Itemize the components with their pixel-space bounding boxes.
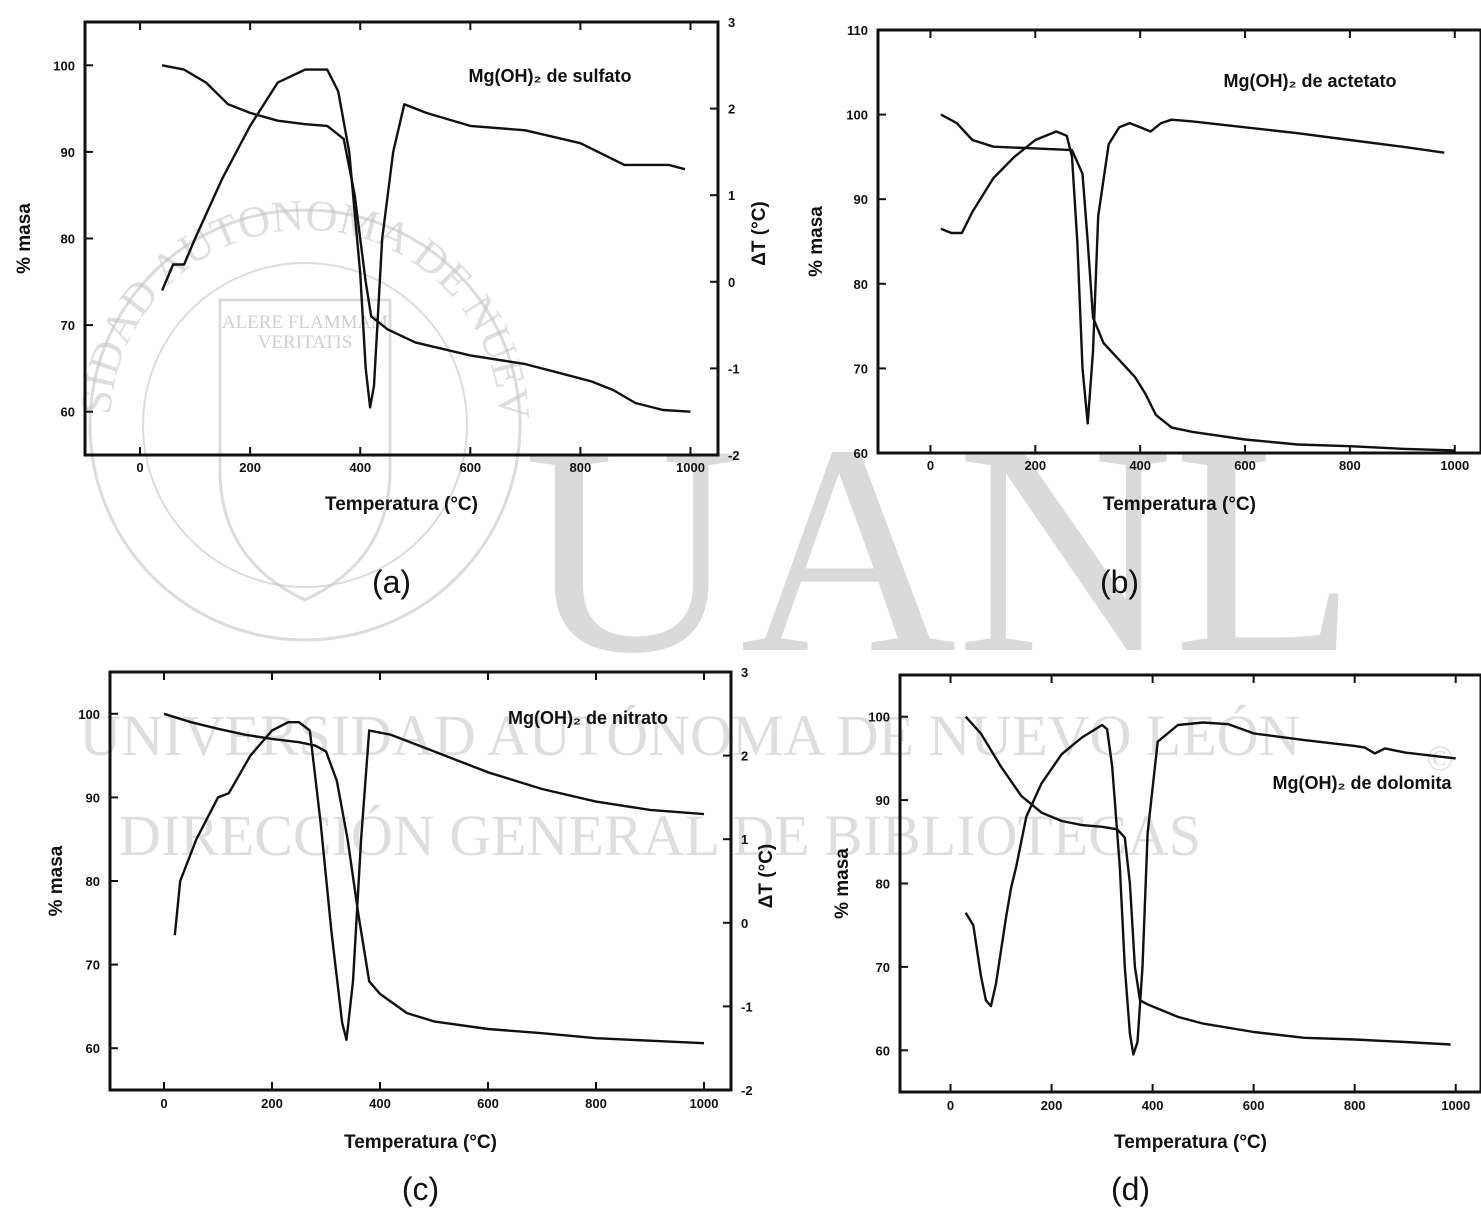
seal-motto-2: VERITATIS <box>258 332 353 353</box>
chart-panel: 0 200 400 600 800 1000 60 70 80 90 100 110 Mg(OH)₂ d… <box>806 23 1481 600</box>
y2-tick-label: 1 <box>741 832 748 847</box>
x-tick-label: 200 <box>1041 1098 1063 1113</box>
x-tick-label: 400 <box>349 460 371 475</box>
y2-tick-label: 3 <box>741 665 748 680</box>
y2-tick-label: 0 <box>728 275 735 290</box>
plot-frame <box>876 28 1481 455</box>
y2-axis-title: ΔT (°C) <box>749 201 770 266</box>
y2-tick-label: -2 <box>728 448 740 463</box>
y-tick-label: 100 <box>78 707 100 722</box>
seal-ring-text: UNIVERSIDAD AUTONOMA DE NUEVO LEON <box>0 0 539 423</box>
x-axis-title: Temperatura (°C) <box>1114 1132 1267 1153</box>
chart-panel: 0 200 400 600 800 1000 60 70 80 90 100 -2 -1 0 1 2 3 Mg(O… <box>46 665 777 1207</box>
y-tick-label: 80 <box>876 877 890 892</box>
y2-axis-title: ΔT (°C) <box>756 844 777 909</box>
x-tick-label: 200 <box>261 1096 283 1111</box>
y-tick-label: 70 <box>61 318 75 333</box>
x-tick-label: 400 <box>1142 1098 1164 1113</box>
x-tick-label: 1000 <box>1440 458 1469 473</box>
y-tick-label: 60 <box>854 446 868 461</box>
x-axis-title: Temperatura (°C) <box>1103 494 1256 515</box>
y2-tick-label: 0 <box>741 916 748 931</box>
y-tick-label: 60 <box>61 405 75 420</box>
seal-motto-1: ALERE FLAMMAM <box>222 312 388 333</box>
watermark-library-direction: DIRECCIÓN GENERAL DE BIBLIOTECAS <box>119 803 1201 868</box>
chart-panel: 0 200 400 600 800 1000 60 70 80 90 100 -2 -1 0 1 2 3 Mg(O… <box>14 15 770 600</box>
x-tick-label: 200 <box>1024 458 1046 473</box>
x-tick-label: 600 <box>477 1096 499 1111</box>
y-tick-label: 80 <box>854 277 868 292</box>
series-line-dta <box>173 721 705 1041</box>
x-tick-label: 0 <box>136 460 143 475</box>
series-line-dta <box>160 68 686 409</box>
series-line-tga <box>940 113 1455 452</box>
series-line-dta <box>964 721 1456 1056</box>
y-tick-label: 100 <box>846 108 868 123</box>
x-tick-label: 1000 <box>1441 1098 1470 1113</box>
x-tick-label: 800 <box>570 460 592 475</box>
chart-title: Mg(OH)₂ de dolomita <box>1273 773 1453 793</box>
series-line-dta <box>940 118 1445 425</box>
y-tick-label: 60 <box>86 1041 100 1056</box>
y-tick-label: 110 <box>847 23 868 38</box>
y-tick-label: 70 <box>86 958 100 973</box>
series-line-tga <box>161 64 691 413</box>
y2-tick-label: -1 <box>728 361 740 376</box>
x-tick-label: 600 <box>1243 1098 1265 1113</box>
y-tick-label: 80 <box>61 232 75 247</box>
y-tick-label: 100 <box>868 710 890 725</box>
y-tick-label: 70 <box>876 960 890 975</box>
y2-tick-label: 1 <box>728 188 735 203</box>
y-axis-title: % masa <box>806 206 827 277</box>
x-tick-label: 0 <box>160 1096 167 1111</box>
x-tick-label: 400 <box>1129 458 1151 473</box>
x-tick-label: 800 <box>1339 458 1361 473</box>
uanl-watermark: ALERE FLAMMAM VERITATIS UNIVERSIDAD AUTO… <box>0 0 1454 868</box>
x-tick-label: 800 <box>585 1096 607 1111</box>
y2-tick-label: 2 <box>728 102 735 117</box>
x-axis-title: Temperatura (°C) <box>344 1132 497 1153</box>
panel-letter: (a) <box>372 564 411 600</box>
y-tick-label: 100 <box>53 58 75 73</box>
x-tick-label: 600 <box>1234 458 1256 473</box>
watermark-uanl: UANL <box>523 383 1356 715</box>
y-tick-label: 70 <box>854 361 868 376</box>
y-axis-title: % masa <box>832 848 853 919</box>
watermark-university-name: UNIVERSIDAD AUTÓNOMA DE NUEVO LEÓN <box>79 703 1300 768</box>
chart-title: Mg(OH)₂ de actetato <box>1223 71 1396 91</box>
panel-letter: (b) <box>1100 564 1139 600</box>
x-tick-label: 0 <box>927 458 934 473</box>
series-line-tga <box>163 712 705 1045</box>
x-tick-label: 200 <box>239 460 261 475</box>
panel-letter: (c) <box>402 1171 439 1207</box>
y-axis-title: % masa <box>46 845 67 916</box>
x-tick-label: 600 <box>459 460 481 475</box>
y-tick-label: 90 <box>86 790 100 805</box>
y2-tick-label: -2 <box>741 1083 753 1098</box>
x-tick-label: 1000 <box>690 1096 719 1111</box>
chart-title: Mg(OH)₂ de sulfato <box>469 66 632 86</box>
seal-ring-textpath: UNIVERSIDAD AUTONOMA DE NUEVO LEON <box>0 0 539 423</box>
panel-letter: (d) <box>1111 1171 1150 1207</box>
x-tick-label: 800 <box>1344 1098 1366 1113</box>
x-tick-label: 0 <box>947 1098 954 1113</box>
x-tick-label: 1000 <box>676 460 705 475</box>
chart-title: Mg(OH)₂ de nitrato <box>508 708 668 728</box>
y-tick-label: 90 <box>854 192 868 207</box>
x-axis-title: Temperatura (°C) <box>325 494 478 515</box>
y-tick-label: 90 <box>876 793 890 808</box>
y2-tick-label: -1 <box>741 999 753 1014</box>
series-line-tga <box>964 715 1451 1046</box>
y2-tick-label: 2 <box>741 749 748 764</box>
y-tick-label: 60 <box>876 1043 890 1058</box>
y-tick-label: 80 <box>86 874 100 889</box>
chart-panel: 0 200 400 600 800 1000 60 70 80 90 100 Mg(OH)₂ de d… <box>832 673 1481 1207</box>
x-tick-label: 400 <box>369 1096 391 1111</box>
y-axis-title: % masa <box>14 203 35 274</box>
y2-tick-label: 3 <box>728 15 735 30</box>
y-tick-label: 90 <box>61 145 75 160</box>
